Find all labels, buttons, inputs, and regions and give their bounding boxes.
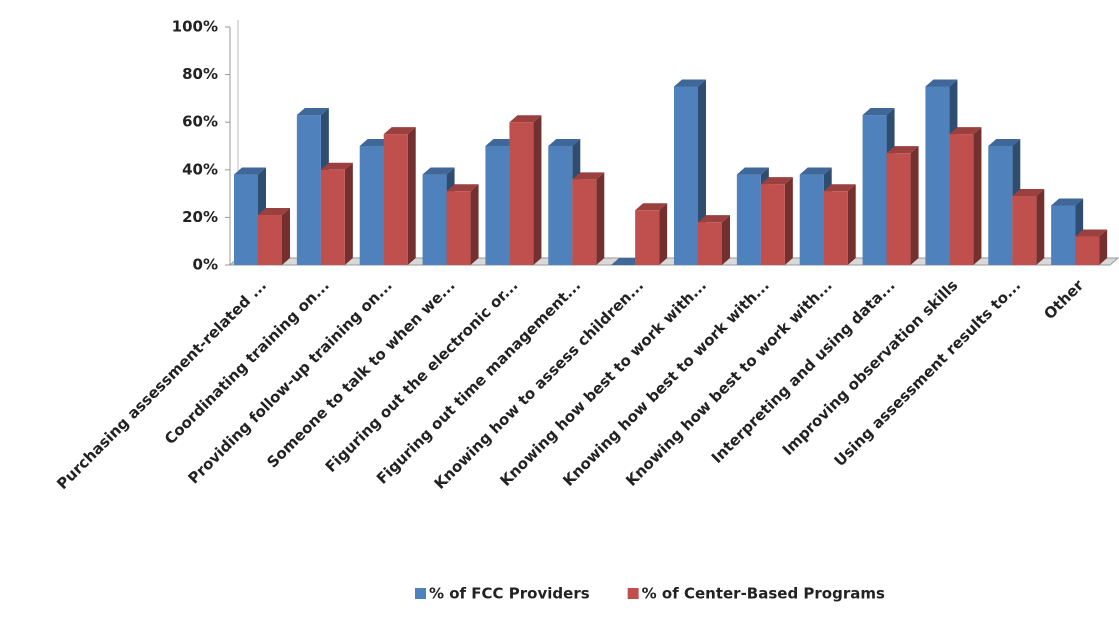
bar-side: [282, 208, 290, 265]
bar-3d: [886, 146, 919, 265]
bar-top: [674, 79, 706, 87]
bar-side: [470, 184, 479, 265]
bar: [446, 191, 471, 265]
bar-3d: [635, 203, 668, 265]
bar: [1075, 236, 1100, 265]
bar-side: [973, 127, 982, 265]
bar-top: [572, 172, 605, 180]
bar-3d: [949, 127, 982, 265]
bar-3d: [1012, 188, 1045, 265]
bar: [422, 174, 447, 265]
bar-top: [988, 139, 1021, 146]
bar: [925, 86, 950, 265]
bar-3d: [258, 208, 290, 265]
legend-label: % of Center-Based Programs: [642, 585, 885, 603]
bar-3d: [446, 184, 479, 265]
bar-3d: [234, 167, 266, 265]
bar-side: [1099, 229, 1108, 265]
bar-3d: [509, 115, 542, 265]
bar: [572, 179, 597, 265]
bar-top: [698, 215, 730, 223]
legend-swatch: [415, 588, 426, 599]
bar: [988, 146, 1013, 265]
bar-top: [635, 203, 668, 211]
bar: [320, 169, 345, 265]
y-tick-label: 60%: [182, 113, 218, 131]
bar-side: [596, 172, 605, 265]
bar-side: [784, 177, 793, 265]
x-tick-label: Other: [1040, 276, 1087, 323]
bar-side: [407, 127, 416, 265]
bar-top: [1075, 229, 1108, 237]
bar: [635, 210, 660, 265]
bar-top: [760, 177, 793, 185]
bar-side: [344, 162, 353, 265]
bar: [862, 115, 887, 265]
bar-3d: [1075, 229, 1108, 265]
x-tick-label: Purchasing assessment-related ...: [53, 276, 270, 493]
bar: [698, 222, 722, 265]
bar: [548, 146, 573, 265]
y-tick-label: 80%: [182, 65, 218, 83]
bar-top: [823, 184, 856, 192]
bar-3d: [383, 127, 416, 265]
bar-side: [910, 146, 919, 265]
bar-top: [949, 127, 982, 135]
bar-top: [736, 167, 769, 175]
bar: [485, 146, 510, 265]
bar-3d: [320, 162, 353, 265]
bar: [949, 134, 974, 265]
bar: [383, 134, 408, 265]
bar-3d: [760, 177, 793, 265]
bar: [799, 174, 824, 265]
bar-top: [509, 115, 542, 123]
y-tick-label: 20%: [182, 208, 218, 226]
y-tick-label: 40%: [182, 160, 218, 178]
bar-top: [1051, 198, 1084, 206]
bar-top: [548, 139, 581, 146]
bar: [359, 146, 384, 265]
legend-label: % of FCC Providers: [429, 585, 590, 603]
y-tick-label: 100%: [172, 18, 218, 36]
bar-top: [799, 167, 832, 175]
bar-top: [234, 167, 266, 175]
bar-top: [886, 146, 919, 154]
bar: [296, 115, 321, 265]
bar: [258, 215, 282, 265]
bar-top: [383, 127, 416, 135]
bar: [509, 122, 534, 265]
bar-top: [925, 79, 958, 87]
bar: [886, 153, 911, 265]
bar-top: [446, 184, 479, 192]
bar: [1012, 195, 1037, 265]
bar-side: [722, 215, 730, 265]
bar: [234, 174, 258, 265]
bar-top: [862, 108, 895, 116]
bar-side: [847, 184, 856, 265]
bar-side: [659, 203, 668, 265]
bar: [736, 174, 761, 265]
bar-3d: [572, 172, 605, 265]
bar-top: [320, 162, 353, 170]
bar-3d: [823, 184, 856, 265]
bar: [674, 86, 698, 265]
bar-top: [296, 108, 329, 116]
bar-top: [422, 167, 455, 175]
bar: [823, 191, 848, 265]
y-tick-label: 0%: [193, 256, 218, 274]
bar: [760, 184, 785, 265]
legend-swatch: [627, 588, 639, 599]
bar-top: [258, 208, 290, 216]
bar-side: [533, 115, 542, 265]
bar-side: [1036, 188, 1045, 265]
bar-top: [1012, 188, 1045, 196]
bar: [1051, 205, 1076, 265]
bar-3d: [674, 79, 706, 265]
bar-3d: [988, 139, 1021, 265]
bar-3d: [698, 215, 730, 265]
